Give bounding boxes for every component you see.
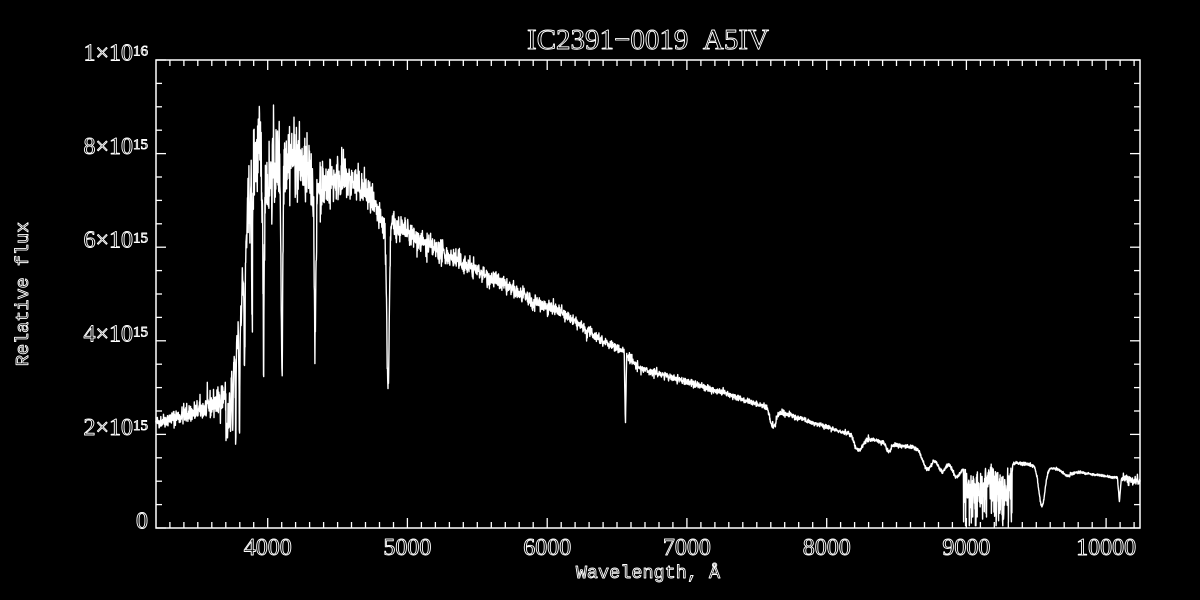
svg-text:7000: 7000 bbox=[663, 535, 711, 561]
svg-text:6000: 6000 bbox=[523, 535, 571, 561]
svg-text:4000: 4000 bbox=[244, 535, 292, 561]
svg-text:5000: 5000 bbox=[383, 535, 431, 561]
svg-text:0: 0 bbox=[136, 509, 148, 535]
svg-text:Wavelength, Å: Wavelength, Å bbox=[576, 563, 721, 584]
svg-text:Relative flux: Relative flux bbox=[13, 222, 34, 366]
svg-text:10000: 10000 bbox=[1076, 535, 1136, 561]
svg-text:8000: 8000 bbox=[803, 535, 851, 561]
svg-text:9000: 9000 bbox=[942, 535, 990, 561]
svg-text:IC2391−0019 A5IV: IC2391−0019 A5IV bbox=[527, 24, 769, 56]
